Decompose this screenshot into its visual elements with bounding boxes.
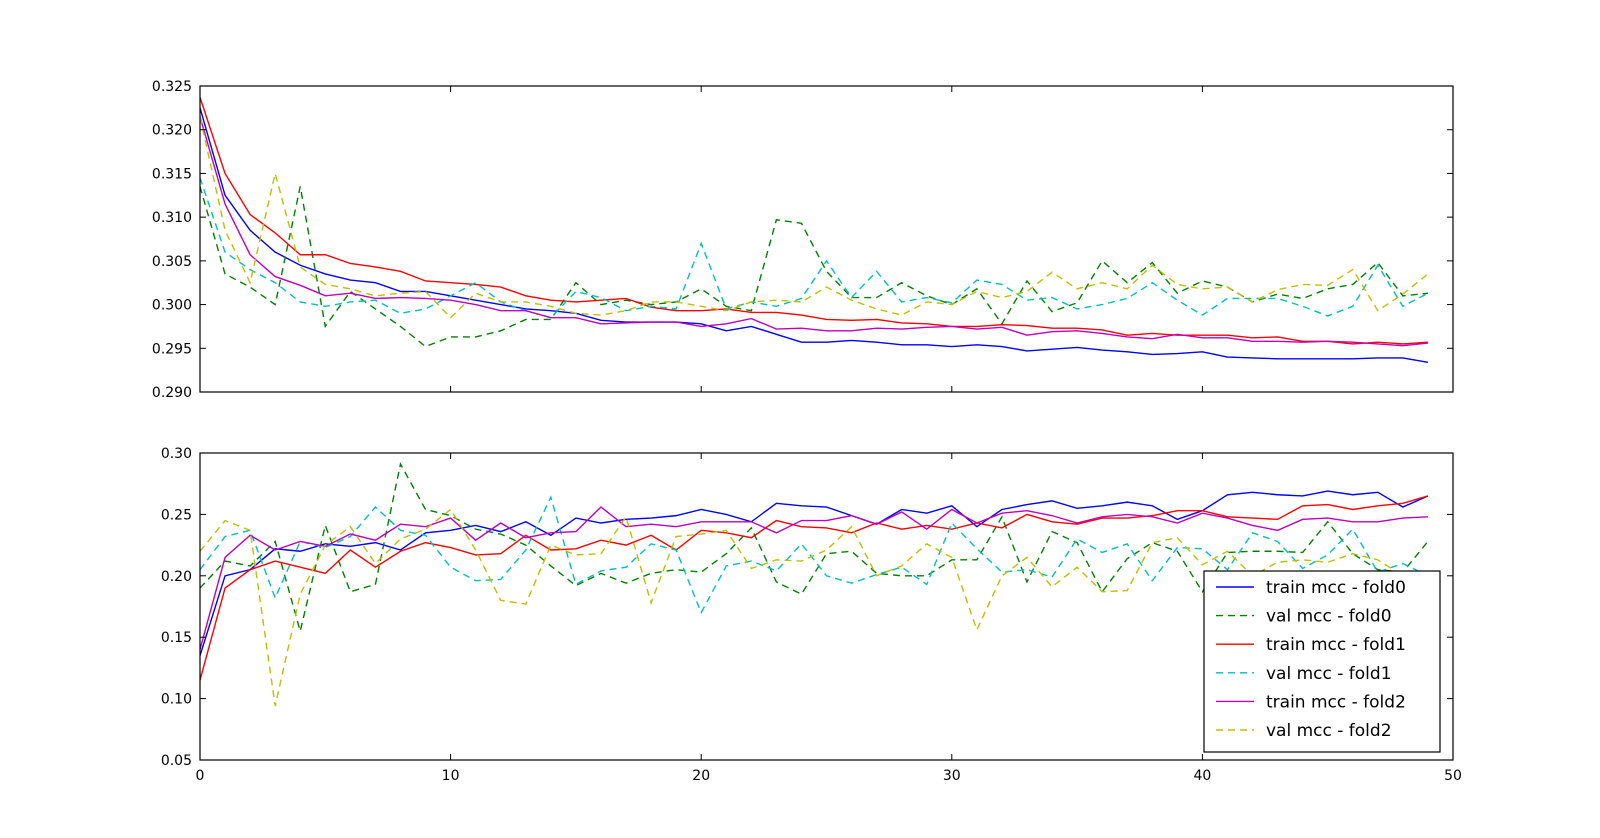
axes-frame (199, 452, 1454, 761)
top-panel: 0.290 0.295 0.300 0.305 0.310 0.315 0.320 0.325 (152, 79, 1454, 401)
legend: train mcc - fold0 val mcc - fold0 train mc… (1203, 570, 1441, 753)
x-tick-label: 50 (1444, 768, 1462, 784)
series-line-val-f2 (200, 116, 1429, 319)
series-line-train-f1 (200, 97, 1428, 345)
legend-label-val-f1: val mcc - fold1 (1266, 664, 1392, 684)
legend-label-val-f0: val mcc - fold0 (1266, 607, 1392, 627)
y-tick-label: 0.05 (161, 753, 192, 769)
series-group (200, 462, 1429, 707)
x-tick-label: 40 (1193, 768, 1211, 784)
legend-box (1203, 570, 1441, 753)
legend-label-val-f2: val mcc - fold2 (1266, 721, 1392, 741)
y-tick-label: 0.300 (152, 298, 192, 314)
y-tick-label: 0.325 (152, 79, 192, 95)
y-tick-label: 0.320 (152, 123, 192, 139)
bottom-panel: 0.05 0.10 0.15 0.20 0.25 0.30 0 10 20 30 40 50 (161, 446, 1462, 784)
series-line-train-f1 (200, 495, 1429, 681)
series-line-val-f0 (200, 186, 1429, 348)
series-line-train-f0 (200, 107, 1429, 363)
y-tick-label: 0.315 (152, 166, 192, 182)
y-tick-label: 0.305 (152, 254, 192, 270)
x-tick-label: 0 (196, 768, 205, 784)
y-tick-label: 0.290 (152, 385, 192, 401)
y-tick-label: 0.25 (161, 507, 192, 523)
x-tick-label: 10 (442, 768, 460, 784)
x-tick-label: 30 (943, 768, 961, 784)
y-tick-label: 0.295 (152, 341, 192, 357)
series-line-val-f1 (200, 177, 1429, 319)
y-tick-label: 0.10 (161, 692, 192, 708)
y-tick-label: 0.310 (152, 210, 192, 226)
y-tick-label: 0.30 (161, 446, 192, 462)
axes-frame (199, 85, 1454, 393)
legend-label-train-f2: train mcc - fold2 (1266, 692, 1406, 712)
series-line-val-f0 (200, 462, 1429, 634)
series-group (200, 97, 1429, 363)
series-line-val-f1 (200, 495, 1429, 615)
series-line-train-f2 (200, 116, 1429, 347)
y-tick-label: 0.20 (161, 569, 192, 585)
y-tick-label: 0.15 (161, 630, 192, 646)
series-line-train-f2 (200, 506, 1428, 650)
series-line-val-f2 (200, 508, 1429, 707)
series-line-train-f0 (200, 490, 1429, 656)
legend-label-train-f0: train mcc - fold0 (1266, 578, 1406, 598)
x-tick-label: 20 (692, 768, 710, 784)
legend-label-train-f1: train mcc - fold1 (1266, 635, 1406, 655)
